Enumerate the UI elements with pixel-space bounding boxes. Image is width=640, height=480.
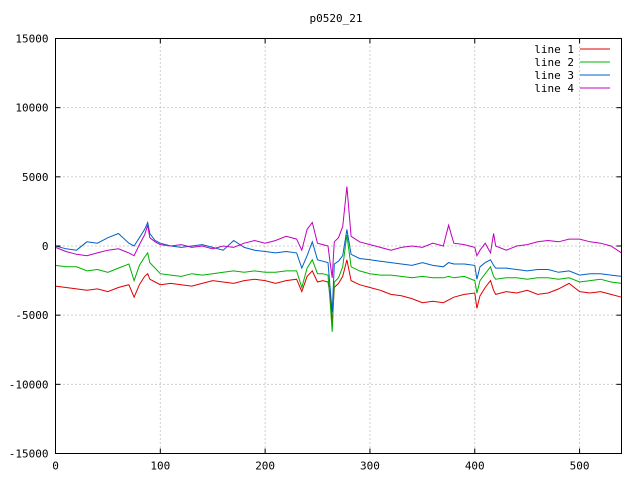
x-tick-label: 0 [52,460,59,473]
grid [55,38,622,454]
y-tick-label: 0 [42,240,49,253]
x-tick-label: 300 [360,460,380,473]
axis-ticks: 0 100 200 300 400 500 -15000 -10000 -5000 0 5000 10… [9,33,622,473]
x-tick-label: 400 [465,460,485,473]
legend-label-4: line 4 [534,82,574,95]
series-layer [55,186,622,332]
x-tick-label: 100 [150,460,170,473]
y-tick-label: -15000 [9,448,49,461]
x-tick-label: 200 [255,460,275,473]
y-tick-label: 5000 [22,171,49,184]
series-line-2 [55,234,622,332]
series-line-3 [55,220,622,313]
y-tick-label: 15000 [15,33,48,46]
legend-label-2: line 2 [534,56,574,69]
legend-label-1: line 1 [534,43,574,56]
chart-title: p0520_21 [310,12,363,25]
y-tick-label: -5000 [15,309,48,322]
series-line-4 [55,186,622,278]
y-tick-label: 10000 [15,102,48,115]
y-tick-label: -10000 [9,378,49,391]
x-tick-label: 500 [570,460,590,473]
legend-label-3: line 3 [534,69,574,82]
